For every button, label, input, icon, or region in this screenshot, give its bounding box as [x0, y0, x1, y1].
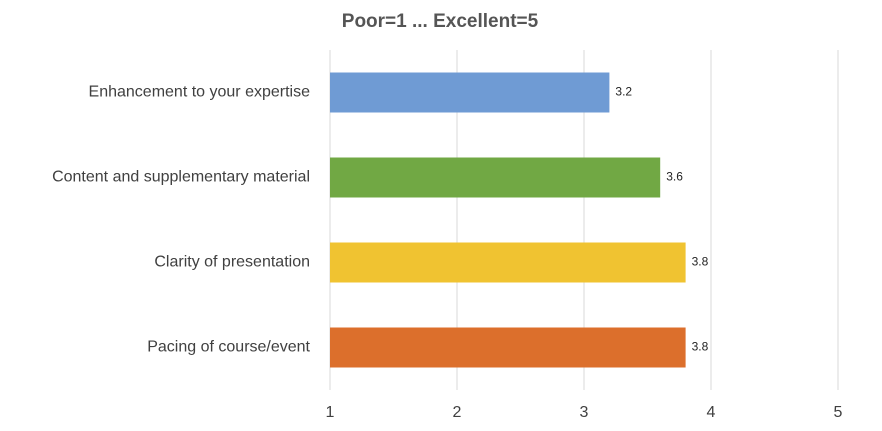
- y-tick-label: Pacing of course/event: [147, 339, 310, 356]
- bar: [330, 157, 661, 198]
- y-tick-label: Clarity of presentation: [154, 254, 310, 271]
- y-tick-label: Content and supplementary material: [52, 169, 310, 186]
- x-tick-label: 5: [834, 404, 843, 421]
- value-label: 3.8: [692, 255, 709, 269]
- x-tick-label: 1: [326, 404, 335, 421]
- y-tick-label: Enhancement to your expertise: [89, 84, 311, 101]
- chart-title: Poor=1 ... Excellent=5: [342, 11, 539, 32]
- value-label: 3.6: [666, 170, 683, 184]
- x-tick-label: 3: [580, 404, 589, 421]
- value-label: 3.8: [692, 340, 709, 354]
- bar: [330, 327, 686, 368]
- bar: [330, 72, 610, 113]
- value-label: 3.2: [615, 85, 632, 99]
- x-tick-label: 4: [707, 404, 716, 421]
- x-tick-label: 2: [453, 404, 462, 421]
- bar: [330, 242, 686, 283]
